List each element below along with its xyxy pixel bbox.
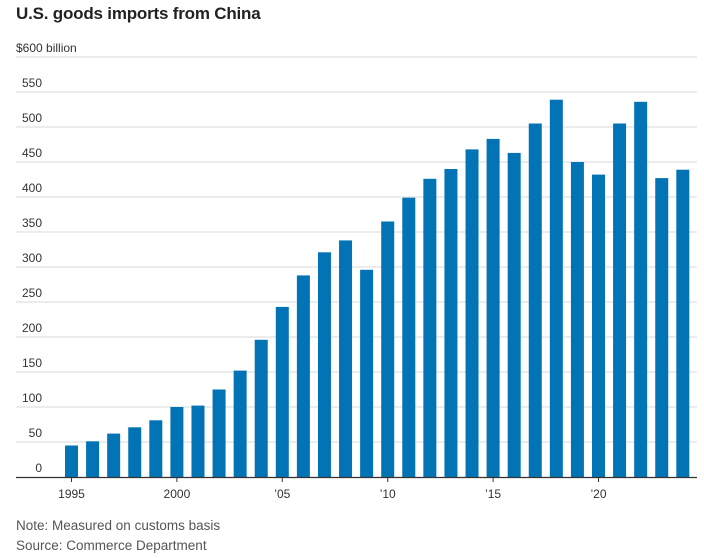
y-tick-label: 300 [22, 251, 42, 265]
bar-1995 [65, 445, 78, 477]
y-tick-label: 550 [22, 76, 42, 90]
y-tick-label: 150 [22, 356, 42, 370]
bar-2015 [486, 138, 500, 477]
y-tick-label: 0 [35, 461, 42, 475]
bar-2012 [423, 178, 437, 478]
x-tick-label: ’15 [485, 487, 501, 501]
y-tick-label: 450 [22, 146, 42, 160]
bar-2018 [549, 99, 563, 477]
y-tick-label: 50 [29, 426, 43, 440]
bar-chart: 0 50 100 150 200 250 300 350 400 450 500 550 1995 20… [16, 56, 697, 501]
x-tick-label: ’10 [380, 487, 396, 501]
y-tick-label: 200 [22, 321, 42, 335]
bar-1999 [149, 420, 163, 477]
x-tick-label: 1995 [58, 487, 85, 501]
y-tick-label: 100 [22, 391, 42, 405]
bars [65, 99, 690, 478]
bar-2001 [191, 405, 205, 477]
y-tick-label: 400 [22, 181, 42, 195]
bar-2002 [212, 389, 226, 477]
x-tick-label: ’05 [274, 487, 290, 501]
source-text: Source: Commerce Department [16, 538, 207, 553]
x-tick-label: ’20 [590, 487, 606, 501]
bar-2024 [676, 169, 690, 477]
bar-2011 [402, 197, 416, 477]
note-text: Note: Measured on customs basis [16, 518, 221, 533]
bar-2004 [254, 339, 268, 477]
y-tick-label: 250 [22, 286, 42, 300]
bar-2009 [360, 269, 374, 477]
bar-2020 [592, 174, 605, 477]
bar-2003 [233, 370, 247, 477]
chart-notes: Note: Measured on customs basis Source: … [16, 516, 220, 556]
y-tick-label: 500 [22, 111, 42, 125]
bar-2005 [275, 306, 289, 477]
y-axis-unit-label: $600 billion [16, 41, 77, 55]
bar-2021 [613, 123, 627, 477]
bar-2017 [528, 123, 542, 477]
x-tick-label: 2000 [164, 487, 191, 501]
bar-2016 [507, 152, 521, 477]
bar-2006 [296, 275, 310, 477]
y-axis-ticks: 0 50 100 150 200 250 300 350 400 450 500 550 [22, 76, 42, 475]
bar-2008 [339, 240, 353, 477]
bar-2022 [634, 101, 648, 478]
bar-1996 [86, 441, 100, 477]
bar-2010 [381, 221, 395, 477]
bar-2023 [655, 178, 669, 477]
bar-2013 [444, 169, 458, 477]
bar-2007 [317, 252, 331, 477]
bar-1998 [128, 427, 142, 477]
bar-2019 [570, 162, 584, 477]
chart-title: U.S. goods imports from China [16, 4, 261, 23]
y-tick-label: 350 [22, 216, 42, 230]
bar-2014 [465, 149, 479, 477]
bar-2000 [170, 407, 184, 477]
bar-1997 [107, 433, 121, 477]
x-axis: 1995 2000 ’05 ’10 ’15 ’20 [16, 476, 697, 501]
